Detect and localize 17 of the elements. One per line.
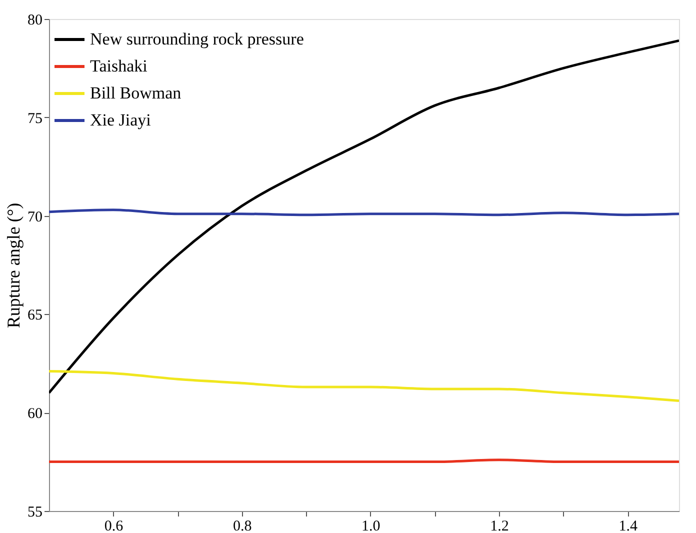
y-tick-label: 65: [28, 308, 42, 324]
x-tick-label: 1.2: [490, 518, 509, 533]
x-tick-label: 0.6: [104, 518, 124, 533]
x-tick-label: 1.0: [362, 518, 380, 533]
y-tick-label: 60: [28, 406, 42, 422]
line-series: [49, 370, 679, 402]
legend-label: New surrounding rock pressure: [90, 30, 304, 48]
x-tick-label: 1.4: [618, 518, 638, 533]
legend-label: Bill Bowman: [90, 84, 182, 102]
legend-label: Xie Jiayi: [90, 110, 152, 130]
y-tick-label: 55: [28, 504, 42, 520]
y-tick-label: 75: [28, 110, 42, 127]
y-tick-label: 80: [28, 12, 42, 28]
legend-label: Taishaki: [90, 56, 148, 76]
y-axis-title: Rupture angle (°): [4, 202, 24, 328]
x-tick-label: 0.8: [232, 518, 252, 533]
y-tick-label: 70: [28, 209, 42, 226]
